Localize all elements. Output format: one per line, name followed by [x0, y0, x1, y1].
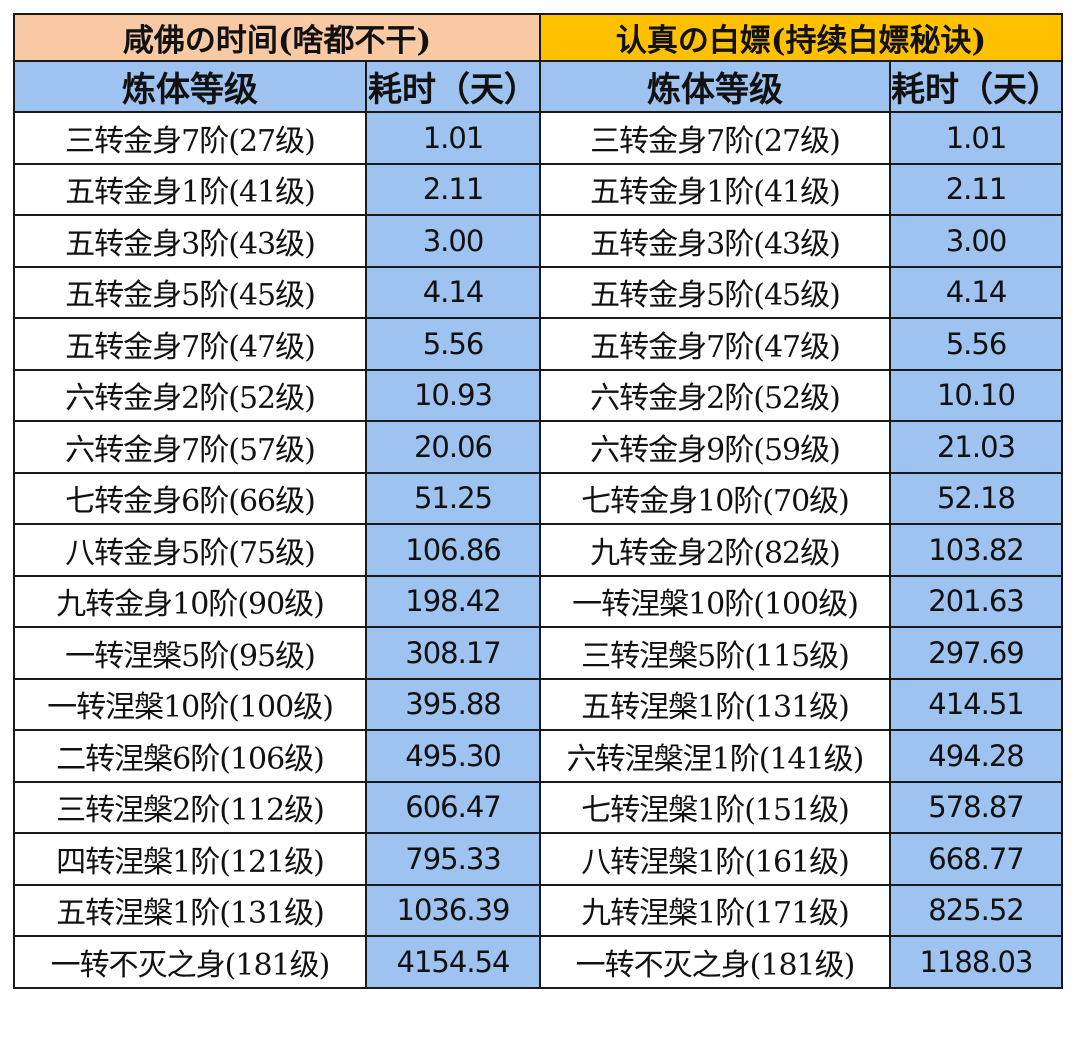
right-days-cell: 494.28	[889, 729, 1063, 783]
table-row: 九转金身10阶(90级) 198.42 一转涅槃10阶(100级) 201.63	[13, 574, 1063, 628]
table-row: 五转金身1阶(41级) 2.11 五转金身1阶(41级) 2.11	[13, 162, 1063, 216]
left-level-cell: 五转涅槃1阶(131级)	[13, 883, 367, 937]
left-level-cell: 一转涅槃5阶(95级)	[13, 626, 367, 680]
right-level-cell: 六转金身9阶(59级)	[539, 420, 891, 474]
left-level-cell: 二转涅槃6阶(106级)	[13, 729, 367, 783]
right-days-cell: 4.14	[889, 265, 1063, 319]
right-level-cell: 五转涅槃1阶(131级)	[539, 677, 891, 731]
left-days-cell: 395.88	[365, 677, 541, 731]
title-row: 咸佛の时间(啥都不干) 认真の白嫖(持续白嫖秘诀)	[13, 13, 1063, 62]
table-row: 五转金身7阶(47级) 5.56 五转金身7阶(47级) 5.56	[13, 317, 1063, 371]
left-level-cell: 一转涅槃10阶(100级)	[13, 677, 367, 731]
right-level-cell: 七转金身10阶(70级)	[539, 471, 891, 525]
table-body: 三转金身7阶(27级) 1.01 三转金身7阶(27级) 1.01 五转金身1阶(41级…	[13, 111, 1063, 989]
right-level-cell: 五转金身3阶(43级)	[539, 214, 891, 268]
left-days-cell: 495.30	[365, 729, 541, 783]
left-level-cell: 九转金身10阶(90级)	[13, 574, 367, 628]
left-days-cell: 795.33	[365, 832, 541, 886]
right-days-cell: 201.63	[889, 574, 1063, 628]
right-days-cell: 21.03	[889, 420, 1063, 474]
table-row: 一转涅槃10阶(100级) 395.88 五转涅槃1阶(131级) 414.51	[13, 677, 1063, 731]
left-days-cell: 308.17	[365, 626, 541, 680]
table-row: 二转涅槃6阶(106级) 495.30 六转涅槃涅1阶(141级) 494.28	[13, 729, 1063, 783]
table-row: 五转金身3阶(43级) 3.00 五转金身3阶(43级) 3.00	[13, 214, 1063, 268]
left-level-cell: 五转金身1阶(41级)	[13, 162, 367, 216]
left-days-cell: 10.93	[365, 368, 541, 422]
left-days-cell: 1.01	[365, 111, 541, 165]
right-days-cell: 578.87	[889, 780, 1063, 834]
right-level-cell: 一转不灭之身(181级)	[539, 935, 891, 989]
right-level-cell: 六转金身2阶(52级)	[539, 368, 891, 422]
table-row: 一转不灭之身(181级) 4154.54 一转不灭之身(181级) 1188.03	[13, 935, 1063, 989]
left-days-cell: 51.25	[365, 471, 541, 525]
right-days-header: 耗时（天）	[889, 60, 1063, 113]
left-days-header: 耗时（天）	[365, 60, 541, 113]
right-level-cell: 六转涅槃涅1阶(141级)	[539, 729, 891, 783]
right-days-cell: 1.01	[889, 111, 1063, 165]
left-days-cell: 1036.39	[365, 883, 541, 937]
left-level-cell: 五转金身7阶(47级)	[13, 317, 367, 371]
right-days-cell: 3.00	[889, 214, 1063, 268]
table-row: 一转涅槃5阶(95级) 308.17 三转涅槃5阶(115级) 297.69	[13, 626, 1063, 680]
right-days-cell: 414.51	[889, 677, 1063, 731]
left-days-cell: 4154.54	[365, 935, 541, 989]
right-days-cell: 668.77	[889, 832, 1063, 886]
comparison-table: 咸佛の时间(啥都不干) 认真の白嫖(持续白嫖秘诀) 炼体等级 耗时（天） 炼体等…	[13, 13, 1063, 989]
right-days-cell: 2.11	[889, 162, 1063, 216]
left-days-cell: 4.14	[365, 265, 541, 319]
left-level-header: 炼体等级	[13, 60, 367, 113]
right-level-cell: 五转金身1阶(41级)	[539, 162, 891, 216]
right-level-header: 炼体等级	[539, 60, 891, 113]
left-level-cell: 五转金身5阶(45级)	[13, 265, 367, 319]
right-level-cell: 八转涅槃1阶(161级)	[539, 832, 891, 886]
left-days-cell: 198.42	[365, 574, 541, 628]
left-level-cell: 三转涅槃2阶(112级)	[13, 780, 367, 834]
right-level-cell: 三转涅槃5阶(115级)	[539, 626, 891, 680]
left-days-cell: 606.47	[365, 780, 541, 834]
right-days-cell: 103.82	[889, 523, 1063, 577]
right-days-cell: 52.18	[889, 471, 1063, 525]
right-days-cell: 1188.03	[889, 935, 1063, 989]
right-level-cell: 三转金身7阶(27级)	[539, 111, 891, 165]
left-level-cell: 六转金身7阶(57级)	[13, 420, 367, 474]
table-row: 六转金身7阶(57级) 20.06 六转金身9阶(59级) 21.03	[13, 420, 1063, 474]
right-level-cell: 一转涅槃10阶(100级)	[539, 574, 891, 628]
right-days-cell: 297.69	[889, 626, 1063, 680]
left-days-cell: 5.56	[365, 317, 541, 371]
left-level-cell: 三转金身7阶(27级)	[13, 111, 367, 165]
right-days-cell: 10.10	[889, 368, 1063, 422]
right-level-cell: 五转金身5阶(45级)	[539, 265, 891, 319]
table-row: 七转金身6阶(66级) 51.25 七转金身10阶(70级) 52.18	[13, 471, 1063, 525]
right-level-cell: 九转金身2阶(82级)	[539, 523, 891, 577]
left-days-cell: 106.86	[365, 523, 541, 577]
table-row: 三转涅槃2阶(112级) 606.47 七转涅槃1阶(151级) 578.87	[13, 780, 1063, 834]
left-days-cell: 2.11	[365, 162, 541, 216]
left-level-cell: 五转金身3阶(43级)	[13, 214, 367, 268]
left-table-title: 咸佛の时间(啥都不干)	[13, 13, 541, 62]
right-table-title: 认真の白嫖(持续白嫖秘诀)	[539, 13, 1063, 62]
left-days-cell: 20.06	[365, 420, 541, 474]
left-days-cell: 3.00	[365, 214, 541, 268]
right-level-cell: 九转涅槃1阶(171级)	[539, 883, 891, 937]
right-level-cell: 七转涅槃1阶(151级)	[539, 780, 891, 834]
right-days-cell: 825.52	[889, 883, 1063, 937]
table-row: 三转金身7阶(27级) 1.01 三转金身7阶(27级) 1.01	[13, 111, 1063, 165]
right-level-cell: 五转金身7阶(47级)	[539, 317, 891, 371]
right-days-cell: 5.56	[889, 317, 1063, 371]
left-level-cell: 七转金身6阶(66级)	[13, 471, 367, 525]
left-level-cell: 八转金身5阶(75级)	[13, 523, 367, 577]
left-level-cell: 六转金身2阶(52级)	[13, 368, 367, 422]
table-row: 八转金身5阶(75级) 106.86 九转金身2阶(82级) 103.82	[13, 523, 1063, 577]
header-row: 炼体等级 耗时（天） 炼体等级 耗时（天）	[13, 60, 1063, 113]
table-row: 五转涅槃1阶(131级) 1036.39 九转涅槃1阶(171级) 825.52	[13, 883, 1063, 937]
table-row: 五转金身5阶(45级) 4.14 五转金身5阶(45级) 4.14	[13, 265, 1063, 319]
left-level-cell: 一转不灭之身(181级)	[13, 935, 367, 989]
table-row: 六转金身2阶(52级) 10.93 六转金身2阶(52级) 10.10	[13, 368, 1063, 422]
left-level-cell: 四转涅槃1阶(121级)	[13, 832, 367, 886]
table-row: 四转涅槃1阶(121级) 795.33 八转涅槃1阶(161级) 668.77	[13, 832, 1063, 886]
